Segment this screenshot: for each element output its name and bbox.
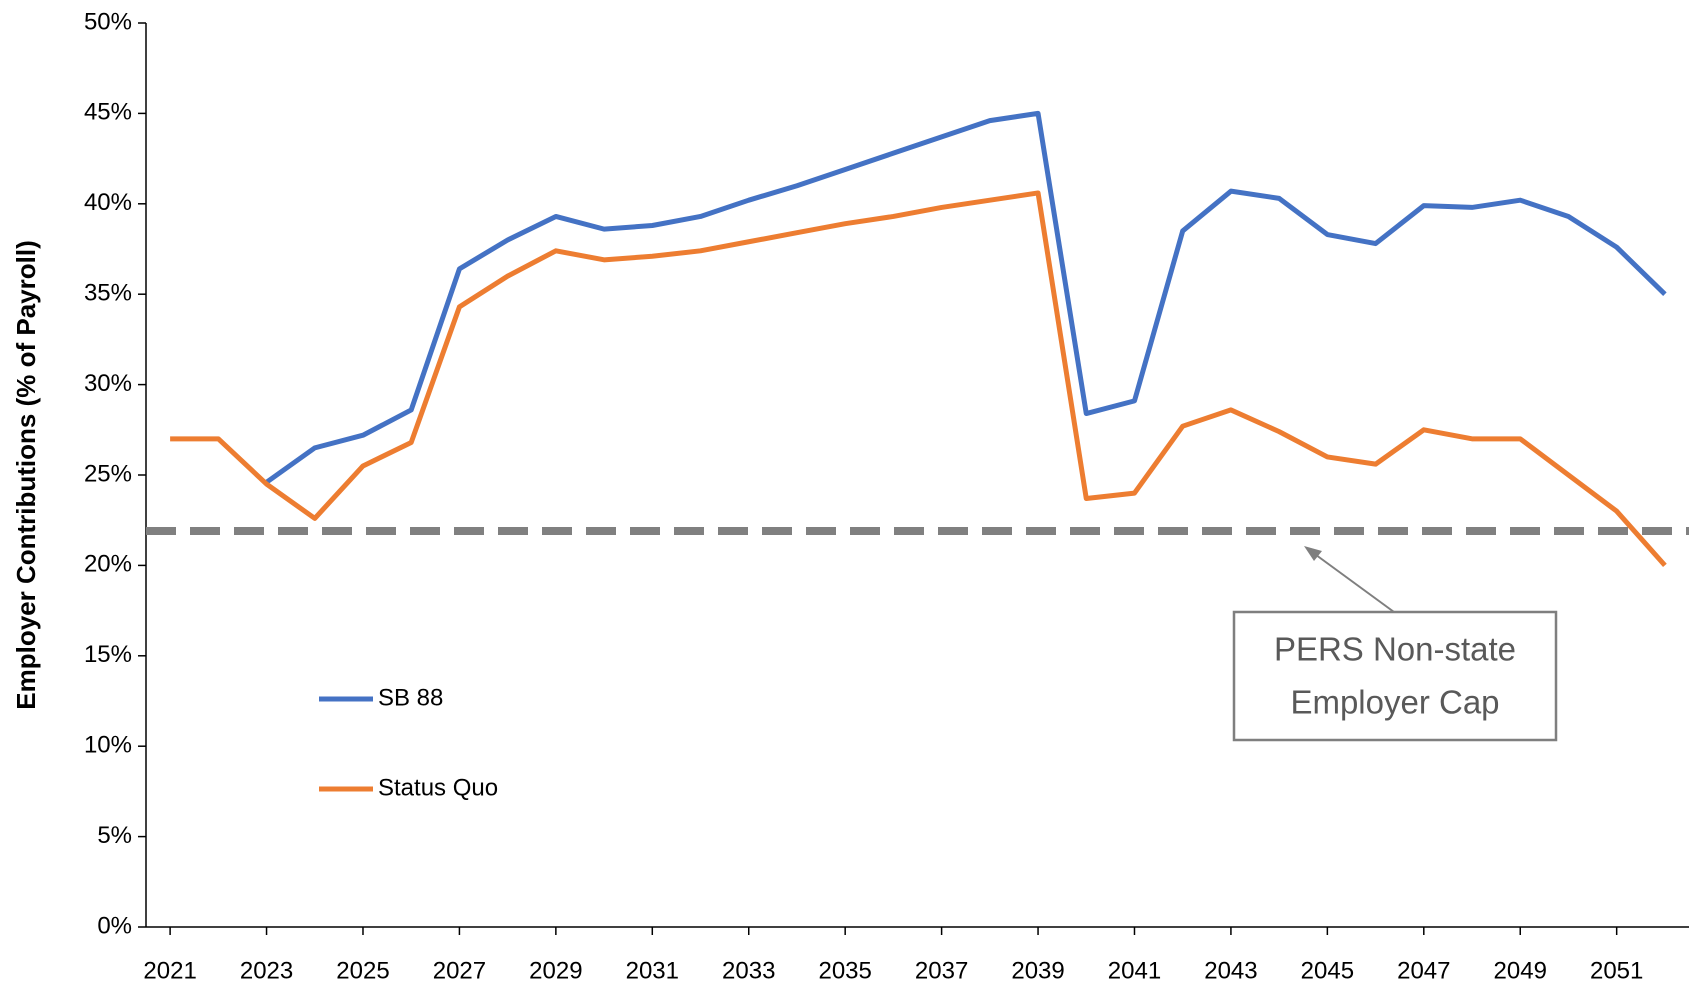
- x-tick-label: 2021: [143, 957, 196, 984]
- annotation-text: PERS Non-state: [1274, 631, 1516, 668]
- annotation-text: Employer Cap: [1290, 684, 1499, 721]
- y-tick-label: 40%: [84, 189, 132, 216]
- x-tick-label: 2023: [240, 957, 293, 984]
- x-tick-label: 2033: [722, 957, 775, 984]
- y-tick-label: 25%: [84, 460, 132, 487]
- y-tick-label: 0%: [97, 912, 132, 939]
- annotation-box: [1232, 610, 1558, 742]
- y-tick-label: 45%: [84, 99, 132, 126]
- x-tick-label: 2027: [433, 957, 486, 984]
- x-tick-label: 2039: [1011, 957, 1064, 984]
- annotation-arrowhead: [1304, 546, 1322, 561]
- y-tick-label: 15%: [84, 641, 132, 668]
- y-tick-label: 5%: [97, 822, 132, 849]
- x-tick-label: 2051: [1590, 957, 1643, 984]
- y-tick-label: 30%: [84, 370, 132, 397]
- y-tick-label: 35%: [84, 280, 132, 307]
- legend-label: SB 88: [378, 684, 443, 711]
- x-tick-label: 2035: [818, 957, 871, 984]
- x-tick-label: 2043: [1204, 957, 1257, 984]
- x-tick-label: 2049: [1494, 957, 1547, 984]
- y-tick-label: 10%: [84, 732, 132, 759]
- y-tick-label: 20%: [84, 551, 132, 578]
- x-tick-label: 2041: [1108, 957, 1161, 984]
- annotation-arrow: [1311, 551, 1395, 613]
- legend-label: Status Quo: [378, 774, 498, 801]
- x-tick-label: 2037: [915, 957, 968, 984]
- y-tick-label: 50%: [84, 8, 132, 35]
- x-tick-label: 2031: [626, 957, 679, 984]
- x-tick-label: 2025: [336, 957, 389, 984]
- y-axis-label: Employer Contributions (% of Payroll): [11, 240, 41, 709]
- series-line: [265, 110, 1667, 485]
- x-tick-label: 2029: [529, 957, 582, 984]
- x-tick-label: 2047: [1397, 957, 1450, 984]
- x-tick-label: 2045: [1301, 957, 1354, 984]
- series-line: [170, 190, 1667, 568]
